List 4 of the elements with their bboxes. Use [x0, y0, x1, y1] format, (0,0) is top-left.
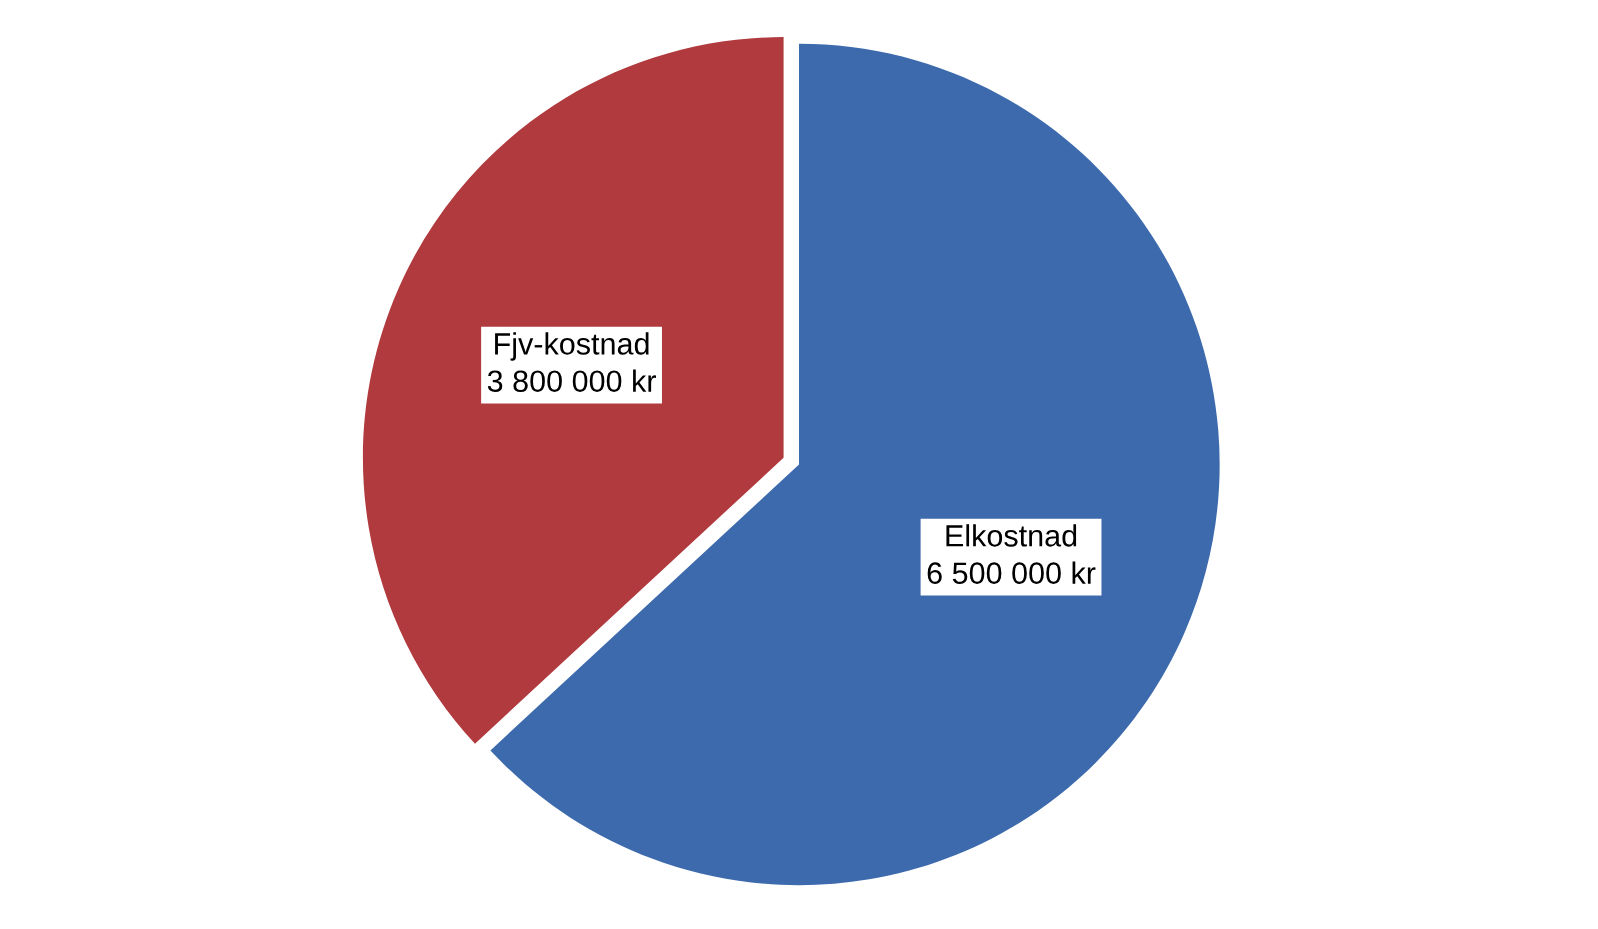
slice-label: Fjv-kostnad — [495, 332, 649, 361]
data-label: 3 800 000 kr — [487, 369, 656, 393]
data-label: 6 500 000 kr — [927, 561, 1096, 584]
slice-label: Elkostnad — [946, 524, 1077, 547]
